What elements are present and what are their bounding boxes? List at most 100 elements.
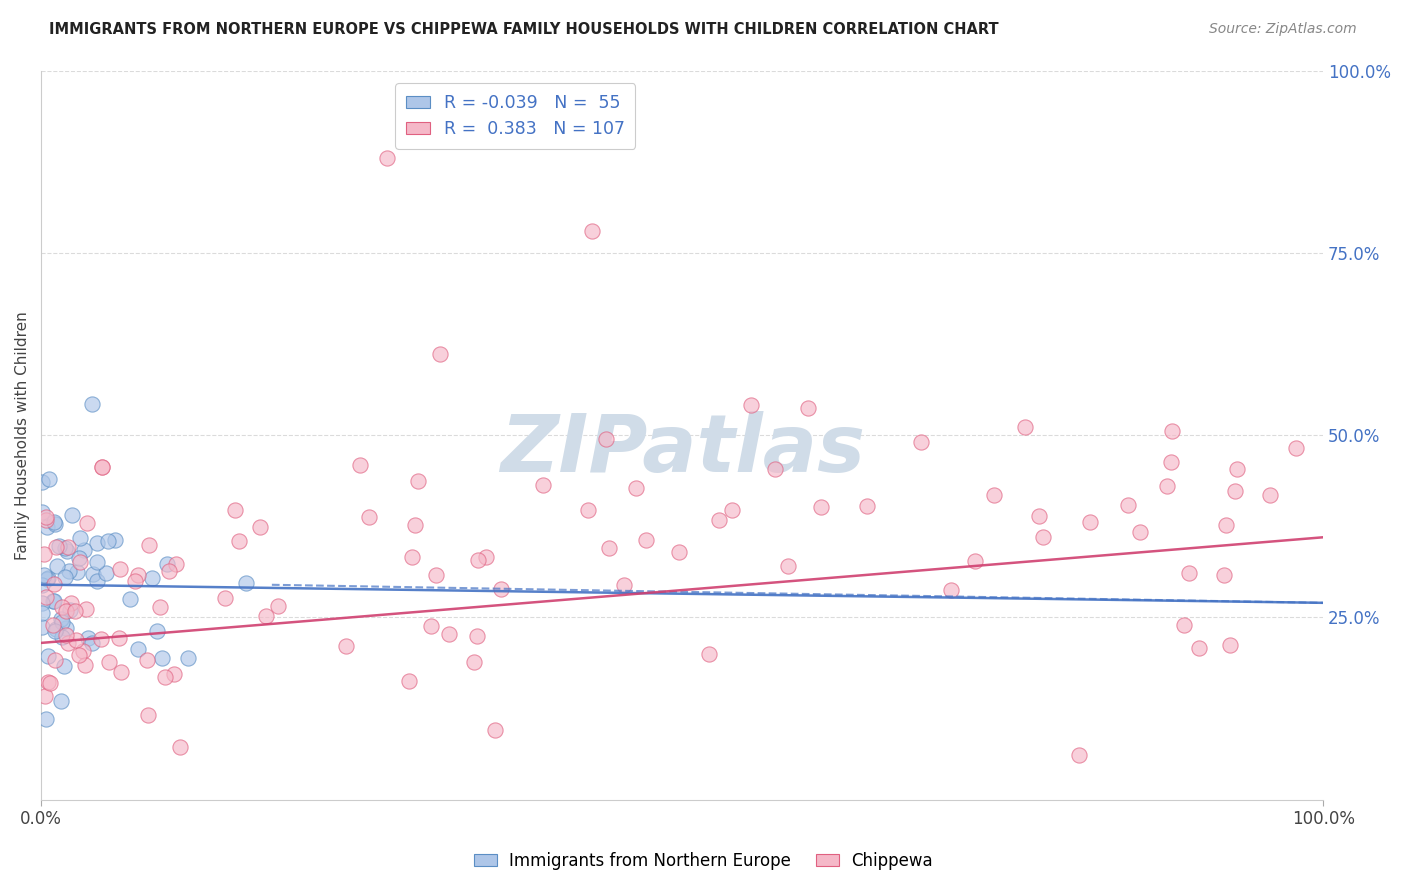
Point	[35, 590, 58, 604]
Point	[697, 647, 720, 661]
Point	[60, 508, 83, 522]
Point	[1067, 747, 1090, 762]
Point	[80, 636, 103, 650]
Point	[349, 458, 371, 472]
Point	[72, 644, 94, 658]
Point	[34, 568, 56, 582]
Point	[1014, 420, 1036, 434]
Point	[90, 632, 112, 646]
Point	[963, 554, 986, 568]
Point	[69, 555, 91, 569]
Point	[855, 499, 877, 513]
Point	[65, 633, 87, 648]
Point	[35, 572, 58, 586]
Point	[90, 460, 112, 475]
Point	[66, 565, 89, 579]
Point	[228, 533, 250, 548]
Point	[73, 542, 96, 557]
Point	[1188, 640, 1211, 655]
Point	[150, 650, 173, 665]
Point	[127, 567, 149, 582]
Point	[1173, 617, 1195, 632]
Legend: R = -0.039   N =  55, R =  0.383   N = 107: R = -0.039 N = 55, R = 0.383 N = 107	[395, 83, 636, 149]
Point	[1178, 566, 1201, 581]
Point	[141, 571, 163, 585]
Point	[1215, 517, 1237, 532]
Point	[31, 577, 53, 591]
Point	[51, 631, 73, 645]
Y-axis label: Family Households with Children: Family Households with Children	[15, 311, 30, 559]
Point	[37, 571, 59, 585]
Point	[1160, 455, 1182, 469]
Point	[76, 632, 98, 646]
Point	[467, 553, 489, 567]
Point	[34, 513, 56, 527]
Point	[48, 539, 70, 553]
Point	[108, 631, 131, 645]
Point	[156, 557, 179, 571]
Point	[44, 515, 66, 529]
Text: IMMIGRANTS FROM NORTHERN EUROPE VS CHIPPEWA FAMILY HOUSEHOLDS WITH CHILDREN CORR: IMMIGRANTS FROM NORTHERN EUROPE VS CHIPP…	[49, 22, 998, 37]
Point	[69, 531, 91, 545]
Legend: Immigrants from Northern Europe, Chippewa: Immigrants from Northern Europe, Chippew…	[467, 846, 939, 877]
Point	[475, 549, 498, 564]
Point	[138, 538, 160, 552]
Point	[169, 740, 191, 755]
Text: ZIPatlas: ZIPatlas	[499, 411, 865, 489]
Point	[35, 510, 58, 524]
Point	[44, 517, 66, 532]
Point	[1032, 530, 1054, 544]
Point	[38, 676, 60, 690]
Point	[163, 667, 186, 681]
Point	[67, 648, 90, 662]
Point	[104, 533, 127, 548]
Point	[1226, 462, 1249, 476]
Point	[267, 599, 290, 614]
Point	[437, 627, 460, 641]
Point	[38, 472, 60, 486]
Point	[983, 487, 1005, 501]
Point	[357, 509, 380, 524]
Point	[1213, 568, 1236, 582]
Point	[1028, 508, 1050, 523]
Point	[60, 596, 83, 610]
Point	[335, 639, 357, 653]
Point	[31, 505, 53, 519]
Point	[177, 651, 200, 665]
Point	[626, 481, 648, 495]
Point	[53, 570, 76, 584]
Point	[108, 562, 131, 576]
Point	[110, 665, 132, 680]
Point	[1078, 515, 1101, 529]
Point	[1219, 638, 1241, 652]
Point	[118, 592, 141, 607]
Point	[668, 545, 690, 559]
Point	[96, 566, 118, 580]
Point	[51, 612, 73, 626]
Point	[709, 513, 731, 527]
Point	[581, 224, 603, 238]
Point	[86, 555, 108, 569]
Point	[1116, 498, 1139, 512]
Point	[1285, 442, 1308, 456]
Point	[254, 609, 277, 624]
Point	[45, 622, 67, 636]
Point	[484, 723, 506, 737]
Point	[778, 559, 800, 574]
Point	[598, 541, 620, 555]
Point	[51, 615, 73, 629]
Point	[35, 520, 58, 534]
Point	[157, 564, 180, 578]
Point	[53, 658, 76, 673]
Point	[98, 655, 121, 669]
Point	[401, 550, 423, 565]
Point	[463, 656, 485, 670]
Point	[425, 568, 447, 582]
Point	[55, 604, 77, 618]
Point	[136, 708, 159, 723]
Point	[124, 574, 146, 588]
Point	[31, 475, 53, 489]
Point	[1223, 483, 1246, 498]
Point	[127, 642, 149, 657]
Point	[249, 519, 271, 533]
